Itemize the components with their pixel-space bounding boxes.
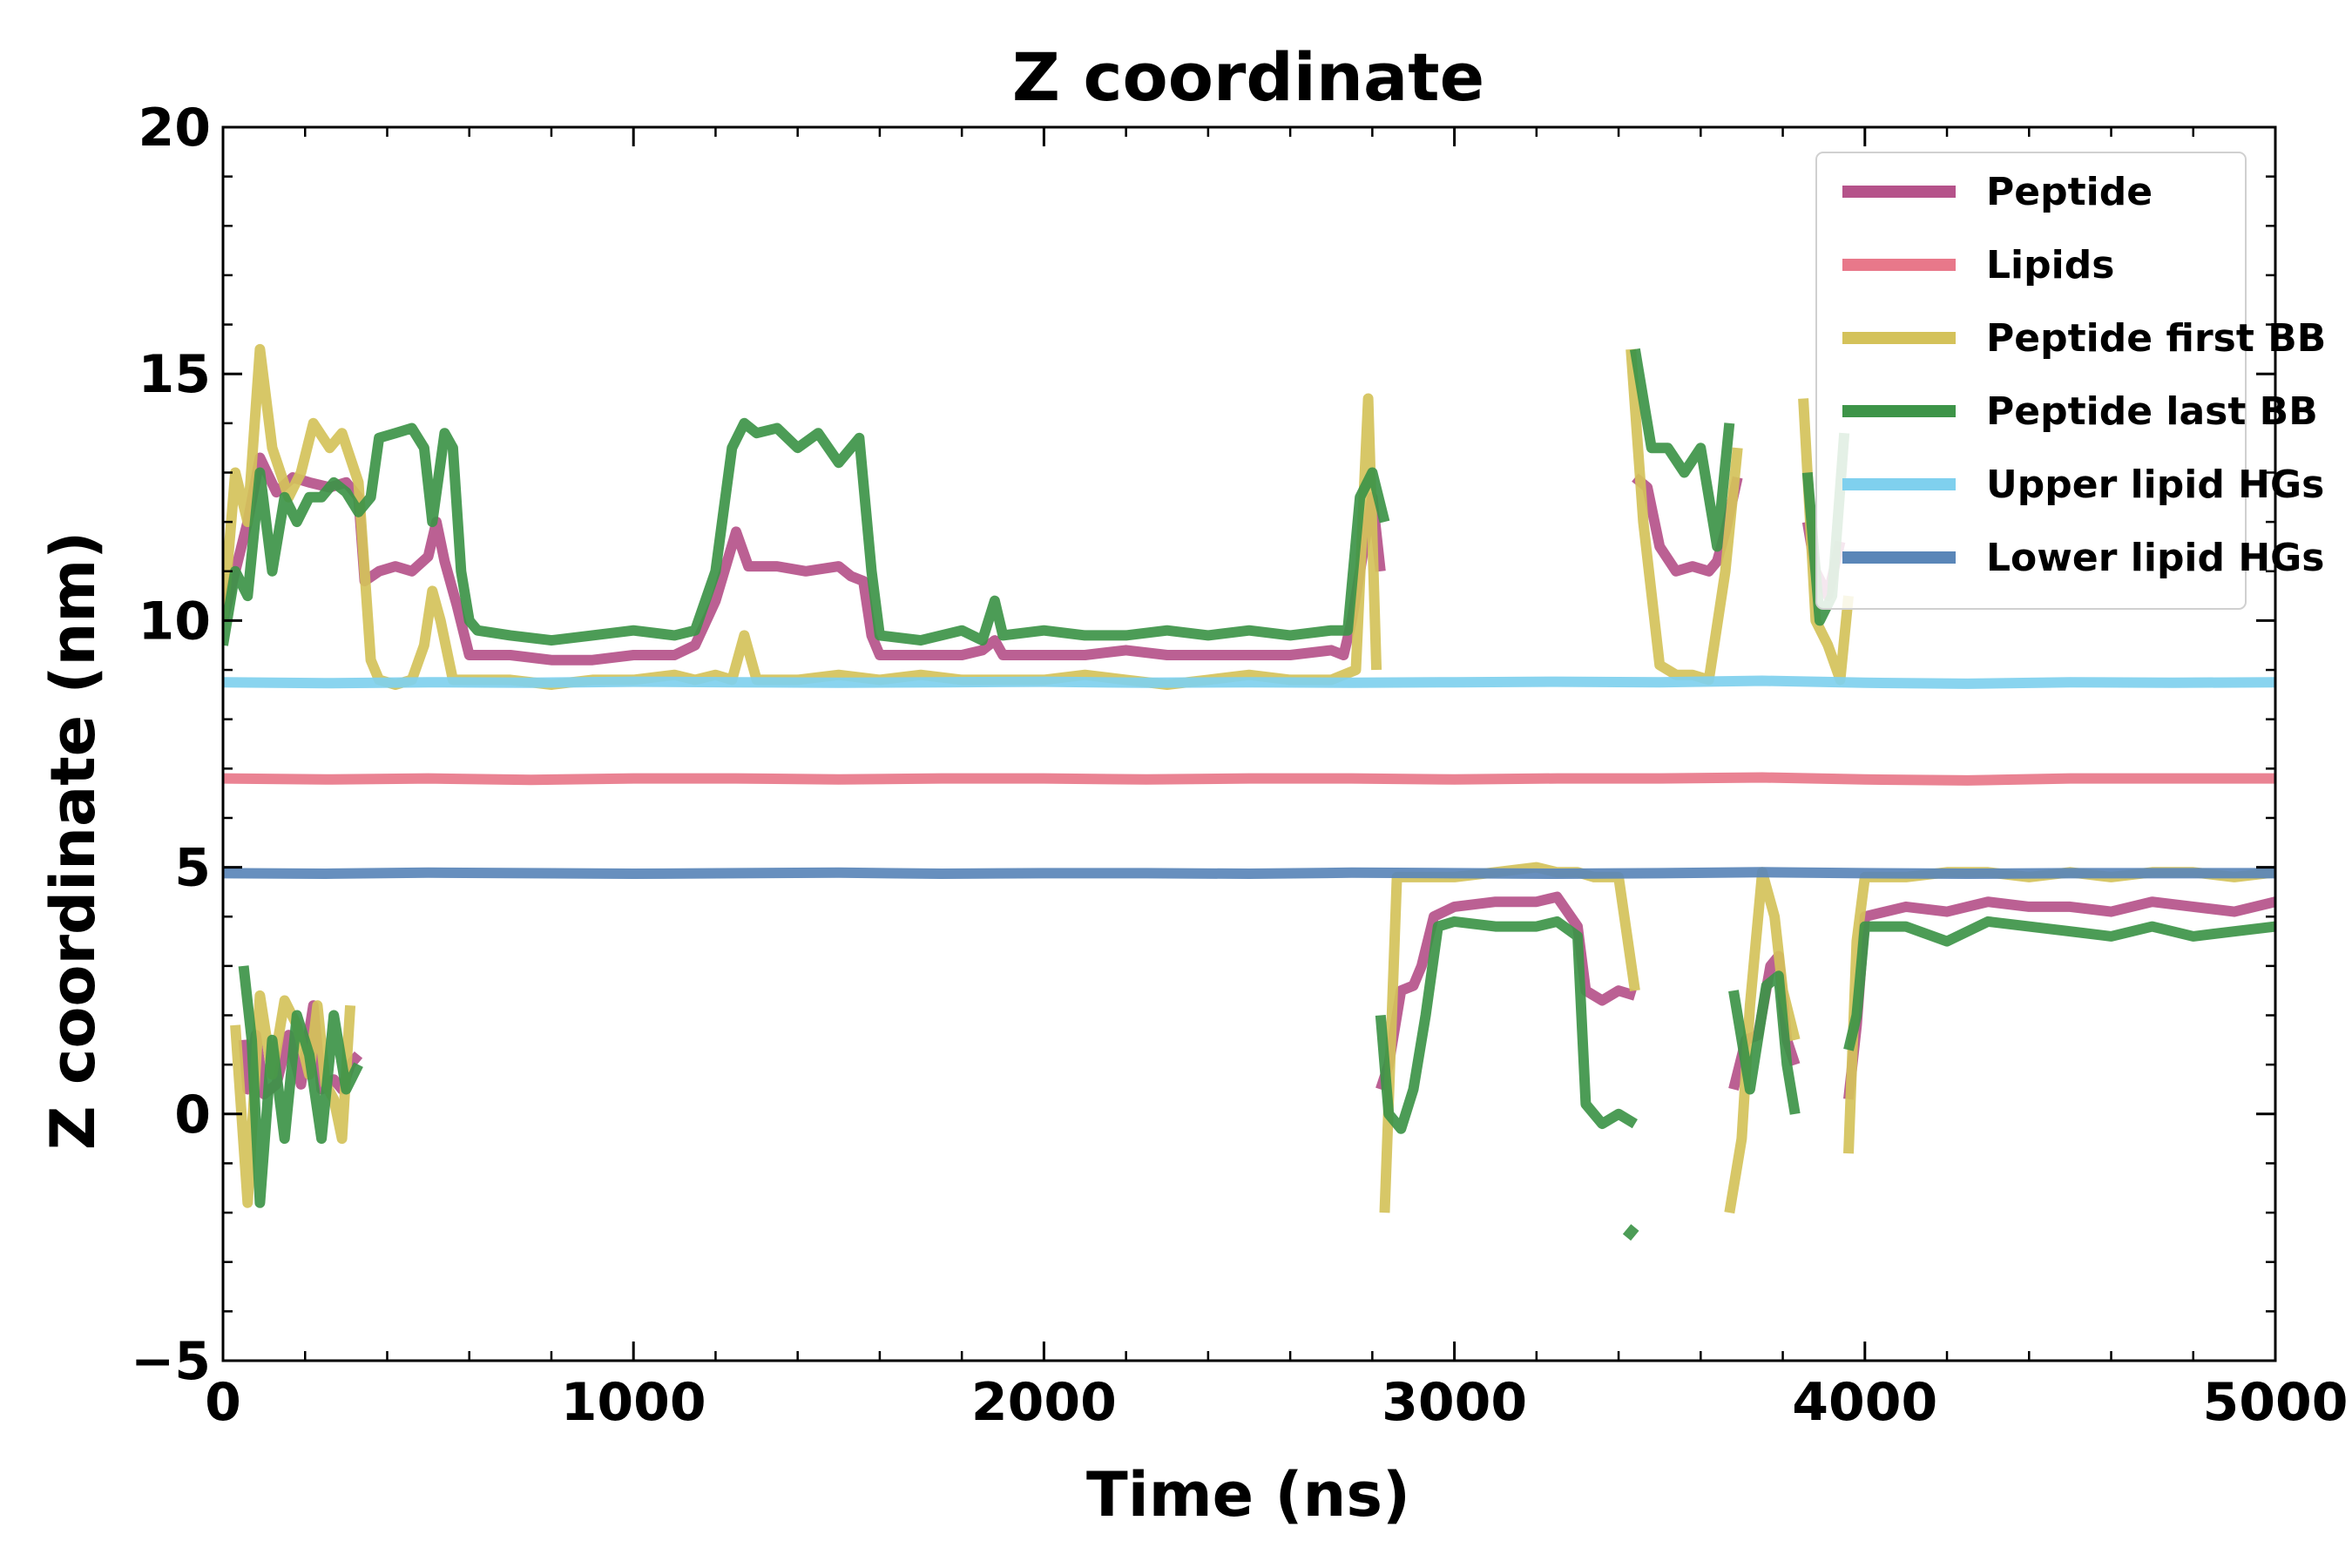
x-ticks: 0 1000 2000 3000 4000 5000 bbox=[205, 127, 2349, 1433]
series-line bbox=[1843, 867, 2275, 1154]
y-tick-label: 0 bbox=[174, 1085, 211, 1146]
series-line bbox=[1622, 1224, 1639, 1241]
series-line bbox=[1625, 348, 1743, 686]
series-line bbox=[223, 772, 2275, 786]
series-line bbox=[1375, 891, 1637, 1092]
legend-label: Peptide first BB bbox=[1986, 316, 2326, 361]
x-tick-label: 5000 bbox=[2203, 1372, 2349, 1433]
legend: Peptide Lipids Peptide first BB Peptide las… bbox=[1815, 152, 2326, 610]
legend-item: Peptide last BB bbox=[1842, 389, 2318, 434]
chart-title: Z coordinate bbox=[1012, 38, 1484, 116]
legend-label: Upper lipid HGs bbox=[1986, 463, 2324, 507]
x-tick-label: 2000 bbox=[971, 1372, 1117, 1433]
series-line bbox=[238, 965, 363, 1208]
legend-item: Lipids bbox=[1842, 243, 2114, 287]
series-line bbox=[223, 417, 1390, 646]
plot-series bbox=[223, 343, 2275, 1241]
y-tick-label: 15 bbox=[139, 344, 212, 405]
series-4 bbox=[223, 675, 2275, 689]
legend-item: Peptide bbox=[1842, 170, 2153, 214]
y-tick-label: 20 bbox=[139, 98, 212, 159]
series-line bbox=[1843, 916, 2275, 1051]
y-tick-label: −5 bbox=[131, 1331, 211, 1392]
series-line bbox=[1728, 970, 1801, 1115]
series-line bbox=[223, 675, 2275, 689]
x-axis-label: Time (ns) bbox=[1086, 1459, 1410, 1531]
series-1 bbox=[223, 772, 2275, 786]
y-tick-label: 5 bbox=[174, 838, 211, 899]
legend-item: Peptide first BB bbox=[1842, 316, 2326, 361]
series-line bbox=[223, 867, 2275, 879]
y-axis-label: Z coordinate (nm) bbox=[37, 531, 109, 1151]
y-ticks: −5 0 5 10 15 20 bbox=[131, 98, 2275, 1392]
series-line bbox=[223, 452, 1386, 666]
legend-label: Peptide bbox=[1986, 170, 2153, 214]
legend-item: Upper lipid HGs bbox=[1842, 463, 2324, 507]
y-tick-label: 10 bbox=[139, 591, 212, 652]
x-tick-label: 1000 bbox=[561, 1372, 706, 1433]
x-tick-label: 3000 bbox=[1382, 1372, 1527, 1433]
plot-frame bbox=[221, 125, 2277, 1362]
series-5 bbox=[223, 867, 2275, 879]
legend-label: Lipids bbox=[1986, 243, 2114, 287]
legend-label: Lower lipid HGs bbox=[1986, 536, 2324, 580]
x-tick-label: 0 bbox=[205, 1372, 241, 1433]
series-line bbox=[1629, 348, 1735, 552]
legend-label: Peptide last BB bbox=[1986, 389, 2318, 434]
series-line bbox=[1375, 916, 1638, 1134]
x-tick-label: 4000 bbox=[1792, 1372, 1937, 1433]
legend-item: Lower lipid HGs bbox=[1842, 536, 2324, 580]
